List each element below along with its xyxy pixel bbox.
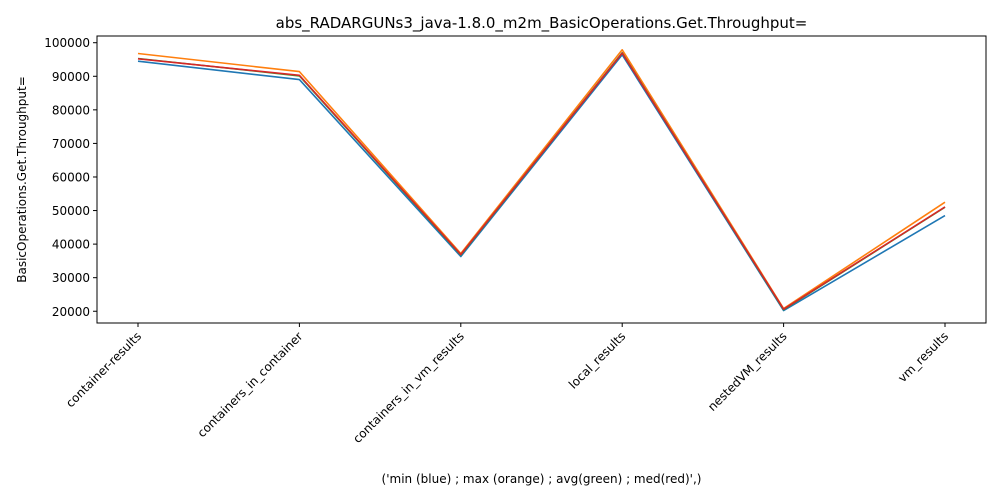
x-tick-label: containers_in_container [195, 329, 306, 440]
plot-frame [96, 35, 987, 324]
x-tick-label: local_results [566, 329, 628, 391]
series-line-1 [137, 48, 946, 310]
y-tick-label: 50000 [52, 204, 90, 218]
y-axis-label: BasicOperations.Get.Throughput= [15, 76, 29, 283]
x-ticks: container-results containers_in_container… [63, 323, 951, 446]
chart-title: abs_RADARGUNs3_java-1.8.0_m2m_BasicOpera… [276, 14, 808, 33]
y-tick-label: 90000 [52, 70, 90, 84]
x-tick-label: containers_in_vm_results [350, 329, 467, 446]
series-line-2 [137, 51, 946, 311]
x-tick-label: vm_results [895, 329, 951, 385]
y-tick-label: 60000 [52, 170, 90, 184]
plot-area: 20000 30000 40000 50000 60000 70000 80000 90000… [44, 35, 987, 446]
x-tick-label: nestedVM_results [705, 329, 790, 414]
y-ticks: 20000 30000 40000 50000 60000 70000 80000 90000… [44, 36, 97, 319]
y-tick-label: 30000 [52, 271, 90, 285]
y-tick-label: 100000 [44, 36, 90, 50]
x-tick-label: container-results [63, 329, 144, 410]
series-line-3 [137, 52, 946, 311]
series-line-0 [137, 53, 946, 312]
y-tick-label: 40000 [52, 238, 90, 252]
y-tick-label: 70000 [52, 137, 90, 151]
y-tick-label: 20000 [52, 305, 90, 319]
y-tick-label: 80000 [52, 103, 90, 117]
x-axis-label: ('min (blue) ; max (orange) ; avg(green)… [382, 472, 702, 486]
series-layer [137, 48, 946, 312]
